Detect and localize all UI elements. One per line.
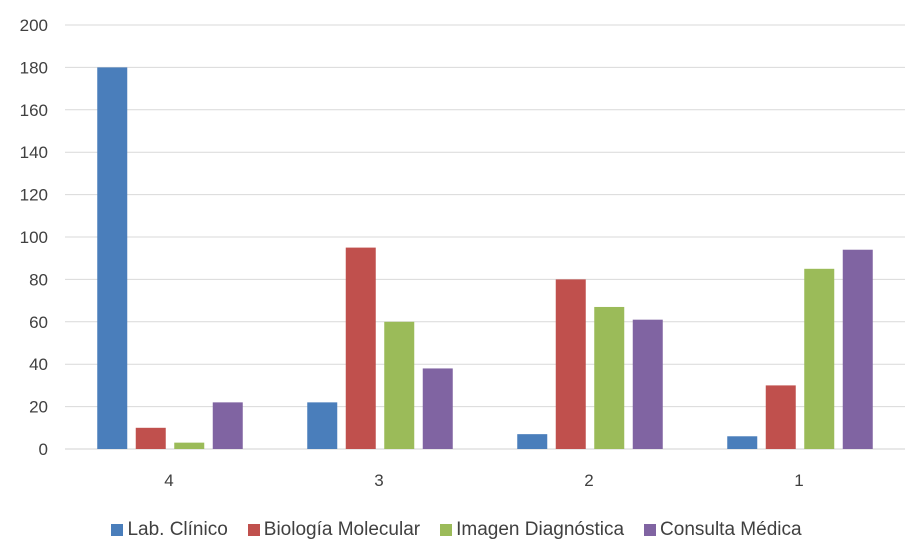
y-tick-label: 80 bbox=[29, 270, 48, 289]
legend-swatch bbox=[247, 524, 260, 536]
legend-label: Consulta Médica bbox=[660, 519, 802, 540]
legend-label: Biología Molecular bbox=[263, 519, 421, 540]
bar bbox=[212, 402, 243, 449]
y-axis-tick-labels: 0 20 40 60 80 100 120 140 160 180 200 bbox=[20, 16, 48, 459]
bar bbox=[632, 319, 663, 449]
y-tick-label: 160 bbox=[20, 101, 48, 120]
bars bbox=[97, 67, 873, 450]
y-tick-label: 180 bbox=[20, 58, 48, 77]
y-tick-label: 120 bbox=[20, 186, 48, 205]
legend: Lab. Clínico Biología Molecular Imagen Dia… bbox=[0, 518, 913, 542]
x-axis-tick-labels: 4 3 2 1 bbox=[164, 471, 803, 490]
gridlines bbox=[65, 24, 905, 450]
bar bbox=[345, 247, 376, 449]
y-tick-label: 100 bbox=[20, 228, 48, 247]
y-tick-label: 60 bbox=[29, 313, 48, 332]
bar bbox=[555, 279, 586, 449]
bar bbox=[842, 249, 873, 449]
legend-swatch bbox=[111, 524, 124, 536]
legend-label: Imagen Diagnóstica bbox=[456, 519, 625, 540]
bar bbox=[97, 67, 128, 450]
bar bbox=[727, 436, 758, 449]
legend-label: Lab. Clínico bbox=[127, 519, 228, 540]
legend-swatch bbox=[440, 524, 453, 536]
bar bbox=[594, 306, 625, 449]
bar bbox=[307, 402, 338, 449]
bar bbox=[384, 321, 415, 449]
y-tick-label: 20 bbox=[29, 398, 48, 417]
x-tick-label: 1 bbox=[794, 471, 803, 490]
y-tick-label: 40 bbox=[29, 355, 48, 374]
x-tick-label: 2 bbox=[584, 471, 593, 490]
bar bbox=[517, 434, 548, 449]
bar bbox=[422, 368, 453, 449]
bar bbox=[765, 385, 796, 449]
y-tick-label: 140 bbox=[20, 143, 48, 162]
x-tick-label: 4 bbox=[164, 471, 173, 490]
legend-item: Lab. Clínico bbox=[111, 519, 228, 541]
legend-item: Imagen Diagnóstica bbox=[440, 519, 624, 541]
legend-item: Consulta Médica bbox=[644, 519, 802, 541]
y-tick-label: 0 bbox=[39, 440, 48, 459]
bar bbox=[174, 442, 205, 449]
x-tick-label: 3 bbox=[374, 471, 383, 490]
bar bbox=[804, 268, 835, 449]
legend-swatch bbox=[644, 524, 657, 536]
legend-item: Biología Molecular bbox=[247, 519, 421, 541]
y-tick-label: 200 bbox=[20, 16, 48, 35]
bar bbox=[135, 427, 166, 449]
chart-plot: 0 20 40 60 80 100 120 140 160 180 200 4 3 2 1 bbox=[20, 16, 905, 490]
